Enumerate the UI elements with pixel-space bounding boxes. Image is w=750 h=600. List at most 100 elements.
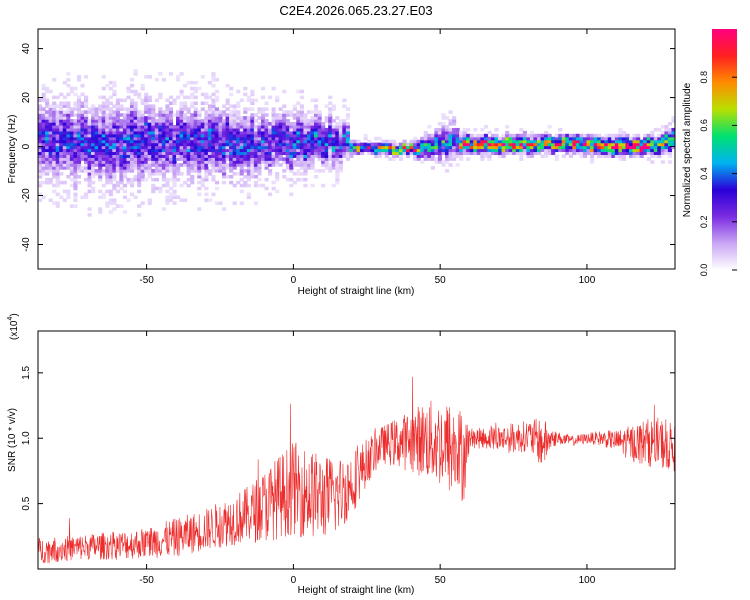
- heatmap-cell: [310, 110, 315, 114]
- heatmap-cell: [115, 142, 120, 147]
- heatmap-cell: [243, 92, 248, 97]
- heatmap-cell: [229, 110, 234, 114]
- heatmap-cell: [172, 189, 177, 194]
- heatmap-cell: [268, 151, 273, 155]
- heatmap-cell: [193, 113, 198, 117]
- heatmap-cell: [483, 145, 489, 150]
- heatmap-cell: [38, 119, 43, 123]
- heatmap-cell: [45, 122, 50, 126]
- heatmap-cell: [200, 130, 205, 135]
- heatmap-cell: [568, 148, 573, 153]
- heatmap-cell: [282, 104, 287, 108]
- heatmap-cell: [69, 169, 74, 173]
- heatmap-cell: [260, 127, 266, 132]
- heatmap-cell: [84, 101, 89, 106]
- heatmap-cell: [250, 148, 255, 153]
- heatmap-cell: [98, 172, 103, 176]
- heatmap-cell: [59, 104, 64, 108]
- heatmap-cell: [105, 169, 110, 173]
- heatmap-cell: [236, 110, 241, 114]
- heatmap-cell: [236, 113, 241, 117]
- heatmap-cell: [73, 133, 78, 138]
- heatmap-cell: [296, 122, 301, 126]
- heatmap-cell: [76, 125, 82, 129]
- heatmap-cell: [108, 107, 113, 111]
- heatmap-cell: [568, 136, 573, 141]
- heatmap-cell: [614, 136, 619, 141]
- heatmap-cell: [211, 177, 216, 182]
- heatmap-cell: [480, 142, 485, 147]
- heatmap-cell: [434, 145, 439, 150]
- heatmap-cell: [473, 133, 478, 138]
- heatmap-cell: [91, 186, 96, 191]
- heatmap-cell: [151, 177, 156, 182]
- heatmap-cell: [130, 125, 135, 129]
- heatmap-cell: [515, 133, 520, 138]
- heatmap-cell: [161, 136, 166, 141]
- heatmap-cell: [45, 148, 50, 153]
- heatmap-cell: [73, 145, 78, 150]
- heatmap-cell: [260, 122, 266, 126]
- heatmap-cell: [168, 186, 174, 191]
- heatmap-cell: [197, 136, 202, 141]
- heatmap-cell: [328, 157, 333, 161]
- heatmap-cell: [119, 113, 124, 117]
- heatmap-cell: [48, 198, 53, 203]
- heatmap-cell: [76, 122, 82, 126]
- heatmap-cell: [144, 154, 149, 158]
- heatmap-cell: [87, 166, 92, 170]
- heatmap-cell: [207, 145, 213, 150]
- heatmap-cell: [271, 163, 276, 167]
- heatmap-cell: [144, 177, 149, 182]
- heatmap-cell: [420, 136, 425, 141]
- heatmap-cell: [73, 177, 78, 182]
- heatmap-cell: [190, 127, 195, 132]
- heatmap-cell: [133, 122, 138, 126]
- heatmap-cell: [168, 95, 174, 100]
- heatmap-cell: [41, 154, 46, 158]
- heatmap-cell: [52, 127, 57, 132]
- heatmap-cell: [289, 160, 294, 164]
- heatmap-cell: [271, 110, 276, 114]
- heatmap-cell: [416, 151, 421, 155]
- heatmap-cell: [459, 136, 464, 141]
- heatmap-cell: [76, 127, 82, 132]
- heatmap-cell: [186, 119, 191, 123]
- heatmap-cell: [193, 160, 198, 164]
- heatmap-cell: [115, 107, 120, 111]
- heatmap-cell: [314, 113, 319, 117]
- heatmap-cell: [126, 166, 131, 170]
- heatmap-cell: [62, 189, 67, 194]
- heatmap-cell: [69, 122, 74, 126]
- heatmap-cell: [268, 95, 273, 100]
- heatmap-cell: [310, 163, 315, 167]
- heatmap-cell: [179, 133, 184, 138]
- heatmap-cell: [540, 139, 545, 144]
- heatmap-cell: [101, 163, 106, 167]
- heatmap-cell: [214, 110, 220, 114]
- heatmap-cell: [190, 122, 195, 126]
- heatmap-cell: [94, 125, 99, 129]
- heatmap-cell: [41, 180, 46, 185]
- heatmap-cell: [176, 119, 181, 123]
- heatmap-cell: [317, 136, 322, 141]
- heatmap-cell: [324, 116, 329, 120]
- heatmap-cell: [246, 122, 251, 126]
- heatmap-cell: [278, 151, 283, 155]
- heatmap-cell: [48, 116, 53, 120]
- heatmap-cell: [285, 122, 290, 126]
- heatmap-cell: [285, 110, 290, 114]
- heatmap-cell: [515, 136, 520, 141]
- heatmap-cell: [222, 145, 227, 150]
- heatmap-cell: [140, 122, 145, 126]
- heatmap-cell: [572, 148, 577, 153]
- heatmap-cell: [87, 174, 92, 179]
- heatmap-cell: [122, 166, 128, 170]
- heatmap-cell: [229, 133, 234, 138]
- heatmap-cell: [452, 142, 457, 147]
- heatmap-cell: [183, 127, 188, 132]
- heatmap-cell: [490, 151, 496, 155]
- heatmap-cell: [176, 139, 181, 144]
- heatmap-cell: [632, 151, 637, 155]
- heatmap-cell: [94, 119, 99, 123]
